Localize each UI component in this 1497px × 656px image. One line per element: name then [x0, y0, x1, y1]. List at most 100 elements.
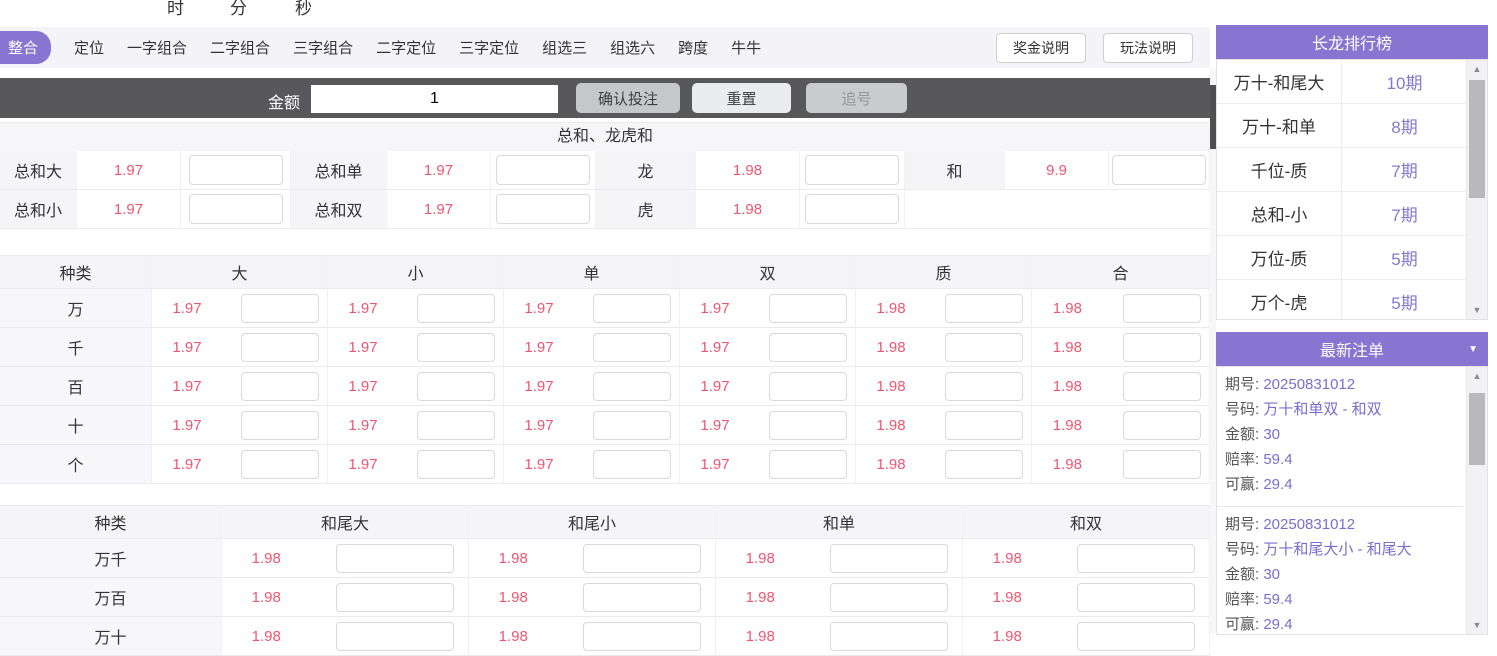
bet-amount-input[interactable] [1123, 332, 1201, 362]
tab-item[interactable]: 组选三 [542, 40, 588, 57]
odds-value: 1.97 [700, 377, 730, 395]
bet-amount-input[interactable] [1123, 371, 1201, 401]
rank-row[interactable]: 万个-虎 5期 [1217, 280, 1467, 319]
bet-amount-input[interactable] [805, 155, 899, 185]
bet-amount-input[interactable] [417, 293, 495, 323]
bet-amount-input[interactable] [241, 410, 319, 440]
bet-amount-input[interactable] [241, 332, 319, 362]
bet-amount-input[interactable] [241, 371, 319, 401]
tab-item[interactable]: 一字组合 [127, 40, 188, 57]
bet-amount-input[interactable] [417, 410, 495, 440]
order-field-line: 金额: 30 [1225, 422, 1455, 447]
bet-amount-input[interactable] [496, 194, 590, 224]
scroll-down-icon[interactable]: ▼ [1472, 305, 1482, 315]
tab-item[interactable]: 定位 [74, 40, 105, 57]
bet-amount-input[interactable] [830, 621, 948, 651]
bet-amount-input[interactable] [188, 194, 283, 224]
tab-item[interactable]: 跨度 [678, 40, 709, 57]
tab-item[interactable]: 二字组合 [210, 40, 271, 57]
scroll-up-icon[interactable]: ▲ [1472, 64, 1482, 74]
timer-second-label: 秒 [295, 0, 312, 18]
confirm-bet-button[interactable]: 确认投注 [576, 83, 680, 113]
rules-info-button[interactable]: 玩法说明 [1103, 32, 1193, 63]
bet-amount-input[interactable] [769, 293, 847, 323]
bet-amount-input[interactable] [830, 543, 948, 573]
odds-value: 1.98 [745, 627, 775, 645]
bet-amount-input[interactable] [593, 371, 671, 401]
bet-amount-input[interactable] [769, 371, 847, 401]
bet-amount-input[interactable] [593, 449, 671, 479]
odds-value: 1.98 [876, 416, 906, 434]
column-header: 大 [152, 256, 328, 289]
bet-amount-input[interactable] [945, 371, 1023, 401]
bet-amount-input[interactable] [1077, 621, 1195, 651]
bet-amount-input[interactable] [241, 449, 319, 479]
reset-button[interactable]: 重置 [692, 83, 791, 113]
order-field-label: 号码: [1225, 541, 1264, 558]
bet-amount-input[interactable] [1077, 582, 1195, 612]
main-scrollbar[interactable] [1210, 68, 1216, 633]
bet-amount-input[interactable] [945, 293, 1023, 323]
tab-item[interactable]: 牛牛 [731, 40, 762, 57]
bet-amount-input[interactable] [336, 543, 454, 573]
bet-amount-input[interactable] [1123, 410, 1201, 440]
bet-amount-input[interactable] [805, 194, 899, 224]
ranking-scrollbar[interactable]: ▲ ▼ [1466, 60, 1487, 319]
bet-amount-input[interactable] [945, 332, 1023, 362]
ranking-scrollbar-thumb[interactable] [1469, 80, 1485, 198]
odds-value: 1.98 [498, 549, 528, 567]
bet-amount-input[interactable] [945, 449, 1023, 479]
bet-amount-input[interactable] [417, 332, 495, 362]
bet-amount-input[interactable] [1123, 449, 1201, 479]
bet-amount-input[interactable] [583, 582, 701, 612]
bet-amount-input[interactable] [241, 293, 319, 323]
bet-amount-input[interactable] [945, 410, 1023, 440]
bet-amount-input[interactable] [496, 155, 590, 185]
tab-item[interactable]: 三字组合 [293, 40, 354, 57]
main-scrollbar-thumb[interactable] [1210, 85, 1216, 149]
bet-amount-input[interactable] [417, 449, 495, 479]
rank-row[interactable]: 万十-和尾大 10期 [1217, 60, 1467, 104]
odds-bet-cell: 1.98 [856, 289, 1032, 328]
bet-amount-input[interactable] [417, 371, 495, 401]
bet-amount-input[interactable] [336, 621, 454, 651]
odds-value: 1.97 [77, 151, 181, 190]
rank-row[interactable]: 千位-质 7期 [1217, 148, 1467, 192]
bet-type-label: 龙 [596, 151, 696, 190]
tab-item[interactable]: 整合 [0, 31, 52, 64]
bet-amount-input[interactable] [188, 155, 283, 185]
tab-item[interactable]: 三字定位 [459, 40, 520, 57]
bet-amount-input[interactable] [593, 410, 671, 440]
bet-amount-input[interactable] [830, 582, 948, 612]
orders-scrollbar[interactable]: ▲ ▼ [1466, 367, 1487, 634]
rank-row[interactable]: 总和-小 7期 [1217, 192, 1467, 236]
bet-amount-input[interactable] [769, 410, 847, 440]
bet-amount-input[interactable] [593, 293, 671, 323]
bet-amount-input[interactable] [336, 582, 454, 612]
rank-row[interactable]: 万十-和单 8期 [1217, 104, 1467, 148]
bet-amount-input[interactable] [1123, 293, 1201, 323]
order-field-value: 万十和尾大小 - 和尾大 [1263, 541, 1412, 558]
bet-amount-input[interactable] [583, 621, 701, 651]
prize-info-button[interactable]: 奖金说明 [996, 32, 1086, 63]
order-field-line: 可赢: 29.4 [1225, 612, 1455, 634]
tab-item[interactable]: 组选六 [610, 40, 656, 57]
bet-amount-input[interactable] [769, 449, 847, 479]
bet-amount-input[interactable] [1077, 543, 1195, 573]
bet-amount-input[interactable] [583, 543, 701, 573]
odds-value: 1.97 [348, 299, 378, 317]
order-field-value: 20250831012 [1263, 376, 1356, 393]
scroll-up-icon[interactable]: ▲ [1472, 371, 1482, 381]
row-label: 万千 [0, 539, 222, 578]
tab-item[interactable]: 二字定位 [376, 40, 437, 57]
chase-number-button[interactable]: 追号 [806, 83, 907, 113]
amount-input[interactable] [311, 85, 558, 113]
odds-bet-cell: 1.97 [504, 445, 680, 484]
bet-amount-input[interactable] [769, 332, 847, 362]
scroll-down-icon[interactable]: ▼ [1472, 620, 1482, 630]
rank-row[interactable]: 万位-质 5期 [1217, 236, 1467, 280]
bet-amount-input[interactable] [1112, 155, 1206, 185]
collapse-arrow-icon[interactable]: ▼ [1468, 344, 1478, 355]
orders-scrollbar-thumb[interactable] [1469, 393, 1485, 465]
bet-amount-input[interactable] [593, 332, 671, 362]
